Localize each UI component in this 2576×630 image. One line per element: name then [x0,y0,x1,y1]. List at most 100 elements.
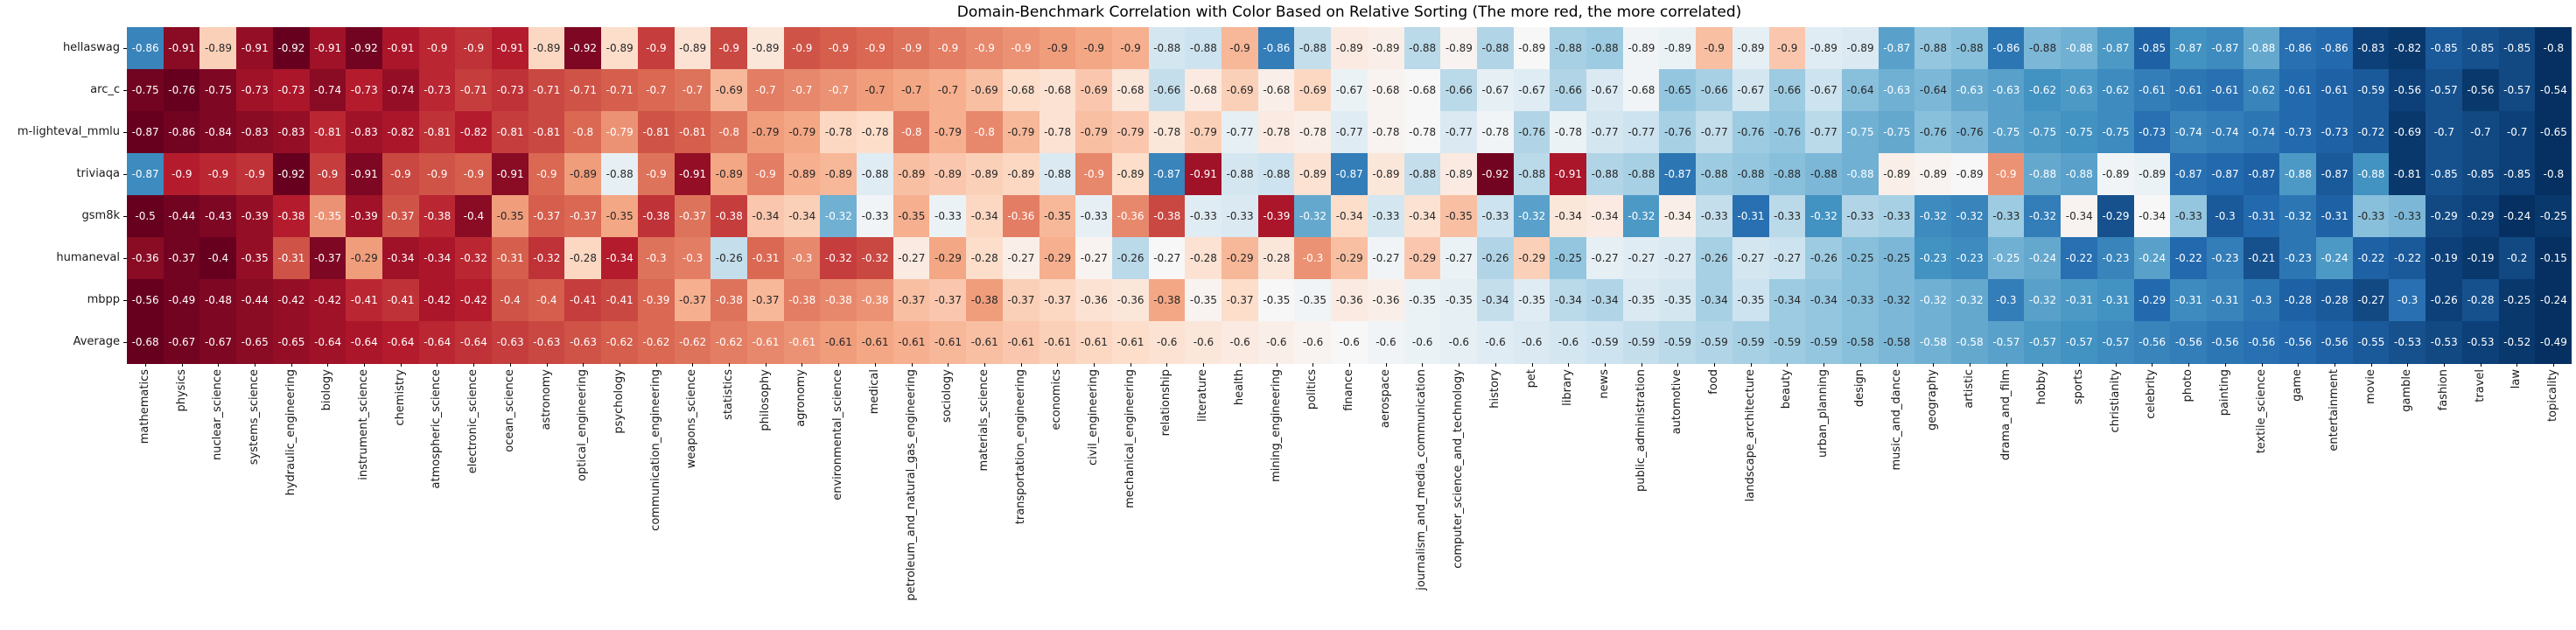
heatmap-cell: -0.26 [1696,237,1733,280]
x-tick-mark [327,363,329,367]
heatmap-cell: -0.91 [163,27,200,70]
heatmap-cell: -0.25 [2498,279,2536,322]
heatmap-cell: -0.37 [564,195,602,238]
heatmap-cell: -0.34 [1586,195,1624,238]
heatmap-cell: -0.3 [1987,279,2025,322]
heatmap-cell: -0.27 [1768,237,1806,280]
col-label: agronomy [794,369,808,427]
heatmap-cell: -0.87 [1148,153,1186,196]
col-label: environmental_science [831,369,845,500]
heatmap-cell: -0.89 [1513,27,1550,70]
x-tick-mark [1933,363,1935,367]
heatmap-cell: -0.76 [1659,111,1697,154]
col-label: instrument_science [357,369,371,480]
heatmap-cell: -0.32 [455,237,493,280]
heatmap-cell: -0.69 [710,69,748,112]
heatmap-cell: -0.88 [1586,27,1624,70]
heatmap-cell: -0.7 [929,69,967,112]
heatmap-cell: -0.81 [528,111,565,154]
heatmap-cell: -0.64 [1914,69,1952,112]
heatmap-cell: -0.37 [892,279,930,322]
heatmap-cell: -0.88 [1039,153,1076,196]
heatmap-cell: -0.37 [746,279,785,322]
heatmap-cell: -0.57 [2096,321,2135,364]
heatmap-cell: -0.89 [710,153,748,196]
heatmap-cell: -0.71 [528,69,565,112]
heatmap-cell: -0.63 [528,321,565,364]
heatmap-cell: -0.53 [2461,321,2500,364]
heatmap-cell: -0.89 [2133,153,2171,196]
heatmap-cell: -0.29 [2133,279,2171,322]
x-tick-mark [290,363,292,367]
heatmap-cell: -0.61 [929,321,967,364]
heatmap-cell: -0.79 [1185,111,1222,154]
heatmap-cell: -0.64 [309,321,346,364]
row-label: humaneval [56,251,120,264]
heatmap-cell: -0.29 [346,237,383,280]
heatmap-cell: -0.9 [820,27,858,70]
heatmap-cell: -0.77 [1622,111,1660,154]
heatmap-cell: -0.91 [236,27,274,70]
heatmap-cell: -0.31 [2316,195,2354,238]
heatmap-cell: -0.57 [1987,321,2025,364]
col-label: textile_science [2254,369,2268,454]
heatmap-cell: -0.9 [1039,27,1076,70]
heatmap-cell: -0.22 [2170,237,2208,280]
heatmap-cell: -0.89 [820,153,858,196]
heatmap-cell: -0.63 [2061,69,2098,112]
heatmap-cell: -0.75 [1987,111,2025,154]
heatmap-cell: -0.32 [820,237,858,280]
heatmap-cell: -0.68 [1002,69,1040,112]
col-label: hobby [2035,369,2049,405]
heatmap-cell: -0.38 [418,195,456,238]
heatmap-cell: -0.54 [2535,69,2572,112]
heatmap-cell: -0.9 [1222,27,1259,70]
heatmap-cell: -0.38 [710,279,748,322]
y-tick-mark [123,90,127,91]
heatmap-cell: -0.61 [892,321,930,364]
heatmap-cell: -0.6 [1367,321,1405,364]
col-label: astronomy [539,369,553,430]
heatmap-cell: -0.6 [1404,321,1441,364]
heatmap-cell: -0.85 [2461,153,2500,196]
heatmap-cell: -0.88 [1185,27,1222,70]
col-label: public_administration [1634,369,1648,493]
col-label: travel [2473,369,2487,402]
heatmap-cell: -0.68 [1039,69,1076,112]
heatmap-cell: -0.71 [601,69,639,112]
heatmap-cell: -0.58 [1841,321,1880,364]
heatmap-cell: -0.75 [1841,111,1880,154]
col-label: communication_engineering [648,369,662,531]
heatmap-cell: -0.92 [272,27,310,70]
heatmap-cell: -0.27 [1732,237,1770,280]
heatmap-cell: -0.3 [2206,195,2244,238]
x-tick-mark [2224,363,2226,367]
heatmap-cell: -0.65 [1659,69,1697,112]
heatmap-cell: -0.78 [857,111,894,154]
heatmap-cell: -0.92 [564,27,602,70]
heatmap-cell: -0.88 [1222,153,1259,196]
heatmap-cell: -0.37 [382,195,420,238]
x-tick-mark [2444,363,2446,367]
col-label: history [1488,369,1502,409]
heatmap-cell: -0.26 [1476,237,1515,280]
x-tick-mark [1203,363,1205,367]
heatmap-cell: -0.56 [2243,321,2280,364]
heatmap-cell: -0.9 [637,27,675,70]
heatmap-cell: -0.86 [1987,27,2025,70]
heatmap-cell: -0.89 [1367,27,1405,70]
heatmap-cell: -0.29 [1513,237,1550,280]
heatmap-cell: -0.32 [1513,195,1550,238]
heatmap-cell: -0.73 [492,69,529,112]
heatmap-cell: -0.86 [2279,27,2317,70]
heatmap-cell: -0.88 [2024,27,2062,70]
col-label: relationship [1159,369,1173,437]
heatmap-cell: -0.8 [564,111,602,154]
heatmap-cell: -0.59 [1805,321,1843,364]
heatmap-cell: -0.32 [857,237,894,280]
col-label: urban_planning [1816,369,1830,458]
heatmap-cell: -0.68 [1111,69,1150,112]
heatmap-cell: -0.27 [1148,237,1186,280]
heatmap-cell: -0.88 [1476,27,1515,70]
